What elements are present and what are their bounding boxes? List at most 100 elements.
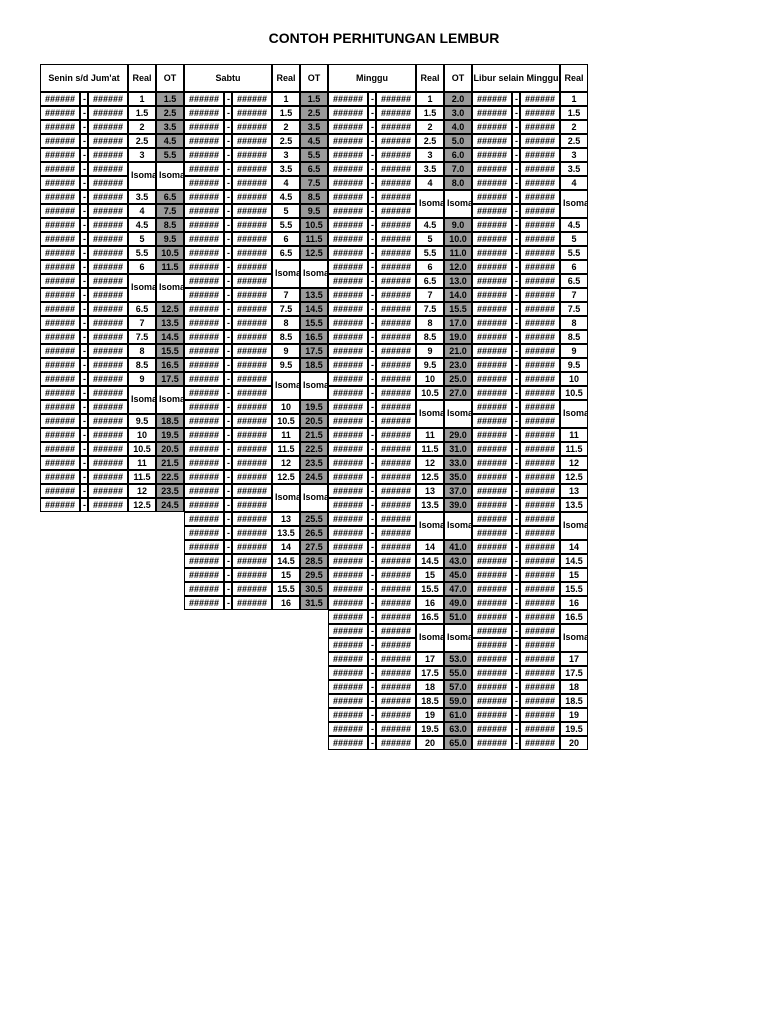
real-cell: 8.5: [128, 358, 156, 372]
ot-cell: 6.0: [444, 148, 472, 162]
real-cell: 11.5: [416, 442, 444, 456]
ot-cell: 19.5: [156, 428, 184, 442]
isoma-cell: Isoma: [128, 162, 156, 190]
ot-cell: 11.0: [444, 246, 472, 260]
real-cell: 7.5: [128, 330, 156, 344]
real-cell: 18: [416, 680, 444, 694]
ot-cell: 20.5: [156, 442, 184, 456]
real-cell: 3.5: [416, 162, 444, 176]
isoma-cell: Isoma: [272, 372, 300, 400]
real-cell: 1.5: [128, 106, 156, 120]
ot-cell: 18.5: [156, 414, 184, 428]
real-cell: 16: [560, 596, 588, 610]
real-cell: 14: [560, 540, 588, 554]
real-cell: 4: [272, 176, 300, 190]
real-cell: 11.5: [128, 470, 156, 484]
ot-cell: 26.5: [300, 526, 328, 540]
ot-cell: 12.5: [300, 246, 328, 260]
real-cell: 4.5: [416, 218, 444, 232]
real-cell: 15: [272, 568, 300, 582]
real-cell: 6: [560, 260, 588, 274]
isoma-cell: Isoma: [156, 162, 184, 190]
real-cell: 16: [416, 596, 444, 610]
real-cell: 10: [128, 428, 156, 442]
real-cell: 8: [416, 316, 444, 330]
ot-cell: 23.5: [156, 484, 184, 498]
ot-cell: 21.0: [444, 344, 472, 358]
isoma-cell: Isoma: [300, 372, 328, 400]
ot-cell: 4.5: [156, 134, 184, 148]
real-cell: 4: [128, 204, 156, 218]
ot-cell: 4.0: [444, 120, 472, 134]
ot-cell: 33.0: [444, 456, 472, 470]
real-cell: 5.5: [560, 246, 588, 260]
ot-cell: 39.0: [444, 498, 472, 512]
real-cell: 15: [560, 568, 588, 582]
real-cell: 7.5: [416, 302, 444, 316]
real-cell: 5: [128, 232, 156, 246]
ot-cell: 24.5: [300, 470, 328, 484]
real-cell: 4.5: [560, 218, 588, 232]
real-cell: 13.5: [416, 498, 444, 512]
isoma-cell: Isoma: [128, 386, 156, 414]
ot-cell: 28.5: [300, 554, 328, 568]
ot-cell: 57.0: [444, 680, 472, 694]
real-cell: 19.5: [560, 722, 588, 736]
real-cell: 2.5: [128, 134, 156, 148]
ot-cell: 5.5: [300, 148, 328, 162]
real-cell: 18.5: [416, 694, 444, 708]
real-cell: 8.5: [272, 330, 300, 344]
real-cell: 7: [416, 288, 444, 302]
real-cell: 10: [560, 372, 588, 386]
ot-cell: 27.5: [300, 540, 328, 554]
real-cell: 12.5: [560, 470, 588, 484]
real-cell: 2.5: [416, 134, 444, 148]
real-cell: 11.5: [272, 442, 300, 456]
ot-cell: 8.5: [156, 218, 184, 232]
section-header: Senin s/d Jum'at: [40, 64, 128, 92]
real-cell: 13: [416, 484, 444, 498]
ot-cell: 7.5: [156, 204, 184, 218]
real-cell: 1: [272, 92, 300, 106]
isoma-cell: Isoma: [156, 274, 184, 302]
real-cell: 2.5: [560, 134, 588, 148]
ot-cell: 29.0: [444, 428, 472, 442]
ot-cell: 51.0: [444, 610, 472, 624]
real-cell: 11: [416, 428, 444, 442]
isoma-cell: Isoma: [416, 400, 444, 428]
isoma-cell: Isoma: [560, 512, 588, 540]
real-cell: 9: [128, 372, 156, 386]
real-cell: 15: [416, 568, 444, 582]
isoma-cell: Isoma: [300, 484, 328, 512]
real-cell: 3: [272, 148, 300, 162]
isoma-cell: Isoma: [272, 484, 300, 512]
real-cell: 5.5: [416, 246, 444, 260]
real-cell: 16.5: [416, 610, 444, 624]
section-header: Sabtu: [184, 64, 272, 92]
ot-cell: 7.0: [444, 162, 472, 176]
real-cell: 17.5: [560, 666, 588, 680]
isoma-cell: Isoma: [444, 624, 472, 652]
isoma-cell: Isoma: [156, 386, 184, 414]
ot-cell: 9.0: [444, 218, 472, 232]
real-cell: 13: [560, 484, 588, 498]
real-cell: 16: [272, 596, 300, 610]
ot-cell: 14.5: [156, 330, 184, 344]
ot-cell: 30.5: [300, 582, 328, 596]
ot-cell: 55.0: [444, 666, 472, 680]
ot-cell: 10.5: [300, 218, 328, 232]
real-cell: 12.5: [128, 498, 156, 512]
real-cell: 6.5: [416, 274, 444, 288]
real-cell: 10: [272, 400, 300, 414]
ot-cell: 37.0: [444, 484, 472, 498]
ot-cell: 7.5: [300, 176, 328, 190]
ot-cell: 35.0: [444, 470, 472, 484]
real-cell: 16.5: [560, 610, 588, 624]
isoma-cell: Isoma: [560, 190, 588, 218]
real-cell: 1: [128, 92, 156, 106]
real-cell: 14: [272, 540, 300, 554]
real-cell: 10.5: [560, 386, 588, 400]
section-header: Libur selain Minggu: [472, 64, 560, 92]
real-cell: 3.5: [128, 190, 156, 204]
ot-cell: 49.0: [444, 596, 472, 610]
